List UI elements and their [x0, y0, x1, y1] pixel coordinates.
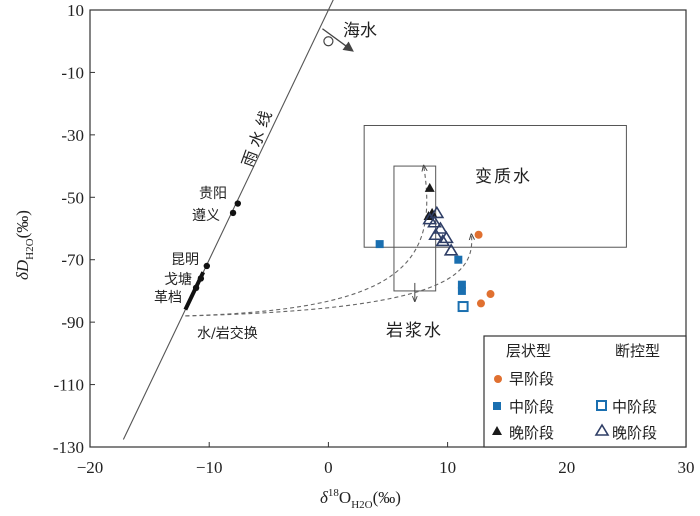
location-point — [197, 275, 205, 282]
location-label-zunyi: 遵义 — [192, 207, 220, 224]
location-point — [234, 200, 242, 207]
line-layer — [122, 0, 471, 440]
location-label-kunming: 昆明 — [171, 252, 199, 268]
legend-label-middle: 中阶段 — [509, 398, 554, 416]
water-boxes — [363, 124, 627, 300]
data-point-series-5 — [433, 221, 448, 234]
metamorphic-water-box — [363, 124, 627, 248]
legend-marker-fault-middle — [596, 400, 607, 411]
data-point-series-5 — [438, 230, 454, 244]
location-label-gedang: 革档 — [154, 290, 182, 306]
metamorphic-water-label: 变质水 — [475, 167, 532, 187]
data-point-series-5 — [435, 233, 451, 247]
plot-frame — [89, 9, 687, 448]
y-tick-label: -30 — [61, 126, 84, 145]
x-tick-label: 30 — [678, 458, 695, 477]
data-point-series-5 — [422, 212, 438, 225]
meteoric-water-line — [122, 9, 329, 440]
x-tick-label: −10 — [196, 458, 223, 477]
data-point-series-5 — [429, 205, 445, 219]
axis-ticks: −20 −10 0 10 20 30 10 -10 -30 -50 -70 -90 -110 -130 — [53, 1, 695, 477]
x-axis-title: δ18OH2O(‰) — [320, 487, 401, 511]
legend-marker-early — [494, 375, 502, 383]
x-tick-label: 10 — [439, 458, 456, 477]
meteoric-water-line-extension — [327, 0, 334, 11]
legend-marker-late — [492, 426, 502, 435]
y-tick-label: -110 — [53, 376, 84, 395]
data-point-series-2 — [375, 240, 384, 249]
location-point — [192, 284, 200, 292]
data-points — [375, 182, 495, 313]
seawater-arrow — [322, 28, 354, 52]
location-point — [203, 262, 211, 270]
y-tick-label: 10 — [67, 1, 84, 20]
meteoric-water-line-label: 雨 水 线 — [238, 108, 276, 169]
magmatic-water-label: 岩浆水 — [386, 321, 443, 341]
x-tick-label: −20 — [77, 458, 104, 477]
location-label-guiyang: 贵阳 — [199, 186, 227, 202]
data-point-series-5 — [427, 215, 442, 228]
legend-label-fault-late: 晚阶段 — [612, 424, 657, 442]
x-tick-label: 0 — [324, 458, 333, 477]
legend-marker-fault-late — [594, 423, 610, 436]
data-point-series-2 — [454, 255, 463, 264]
water-rock-exchange-label: 水/岩交换 — [197, 325, 258, 342]
seawater-marker — [323, 36, 334, 47]
data-point-series-3 — [424, 182, 435, 192]
legend-marker-middle — [493, 402, 501, 410]
data-point-series-2 — [457, 286, 466, 295]
y-tick-label: -130 — [53, 438, 84, 457]
location-label-getang: 戈塘 — [164, 272, 192, 288]
y-tick-label: -50 — [61, 188, 84, 207]
data-point-series-1 — [486, 290, 495, 299]
y-tick-label: -10 — [61, 63, 84, 82]
exchange-curve-2 — [185, 235, 471, 317]
data-point-series-5 — [428, 227, 444, 241]
y-tick-label: -70 — [61, 251, 84, 270]
legend-label-fault-middle: 中阶段 — [612, 398, 657, 416]
data-point-series-2 — [457, 280, 466, 289]
y-axis-title: δDH2O(‰) — [13, 210, 36, 280]
legend-label-late: 晚阶段 — [509, 424, 554, 442]
data-point-series-1 — [474, 230, 483, 239]
data-point-series-1 — [476, 299, 485, 308]
seawater-label: 海水 — [343, 21, 377, 41]
legend-box — [483, 335, 687, 448]
legend: 层状型 断控型 早阶段 中阶段 晚阶段 中阶段 晚阶段 — [483, 335, 687, 448]
x-tick-label: 20 — [558, 458, 575, 477]
legend-label-early: 早阶段 — [509, 370, 554, 388]
legend-header-fault: 断控型 — [615, 342, 660, 360]
exchange-curve-1 — [185, 166, 426, 317]
y-tick-label: -90 — [61, 313, 84, 332]
data-point-series-4 — [457, 301, 469, 313]
legend-header-layered: 层状型 — [506, 342, 551, 360]
data-point-series-5 — [443, 243, 459, 256]
location-point — [229, 209, 237, 217]
